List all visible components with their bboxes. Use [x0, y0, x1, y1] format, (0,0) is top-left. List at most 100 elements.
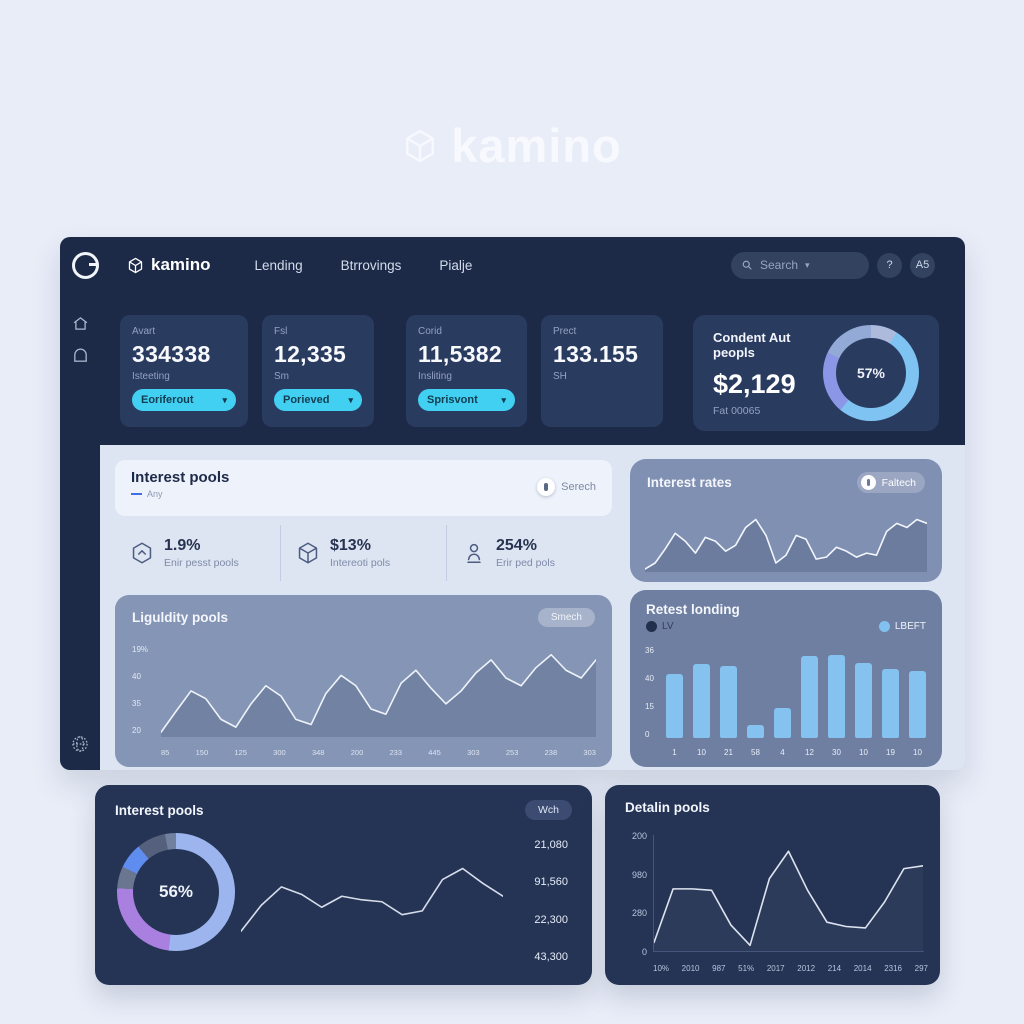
tick-label: 21,080: [534, 839, 568, 851]
interest-rates-line-chart: [645, 512, 927, 572]
archway-icon[interactable]: [72, 347, 89, 364]
liquidity-pools-line-chart: [161, 643, 596, 737]
panel-stat-label: Enir pesst pools: [164, 557, 239, 569]
stat-select[interactable]: Sprisvont ▾: [418, 389, 515, 411]
info-icon: [860, 475, 876, 490]
panel-subtitle: Any: [131, 489, 229, 499]
y-axis-line: [653, 835, 654, 952]
y-axis-ticks: 19% 40 35 20: [132, 645, 148, 735]
interest-pools-donut-chart: 56%: [117, 833, 235, 951]
detalin-pools-line-chart: [654, 837, 923, 951]
faltech-button-label: Faltech: [881, 476, 916, 489]
nav-item-plaje[interactable]: Pialje: [439, 257, 473, 273]
tick-label: 2014: [853, 964, 872, 973]
top-navbar: kamino Lending Btrrovings Pialje Search …: [60, 237, 965, 293]
bar: [666, 673, 683, 738]
tick-label: 19: [886, 748, 895, 757]
value-labels-column: 21,080 91,560 22,300 43,300: [534, 839, 568, 963]
card-title: Retest londing: [646, 602, 740, 617]
panel-heading: Interest pools Any: [131, 469, 229, 507]
panel-stat-2: $13% Intereoti pols: [280, 525, 446, 581]
home-icon[interactable]: [72, 315, 89, 332]
card-header: Liguldity pools Smech: [132, 608, 595, 627]
tick-label: 2017: [766, 964, 785, 973]
brand-text: kamino: [151, 255, 211, 274]
stat-value: 334338: [132, 341, 211, 367]
stat-sub: Sm: [274, 371, 289, 382]
x-axis-ticks: 1 10 21 58 4 12 30 10 19 10: [666, 748, 926, 757]
select-value: Porieved: [283, 394, 330, 406]
tick-label: 0: [645, 730, 650, 739]
summary-sub: Fat 00065: [713, 404, 761, 417]
interest-rates-card: Interest rates Faltech: [630, 459, 942, 582]
stats-strip: Avart 334338 Isteeting Eoriferout ▾ Fsl 1…: [100, 293, 965, 445]
tick-label: 200: [350, 748, 364, 757]
tick-label: 0: [641, 946, 647, 957]
chevron-down-icon: ▾: [501, 394, 506, 405]
hexagon-icon: [132, 542, 152, 564]
panel-stat-3: 254% Erir ped pols: [446, 525, 612, 581]
tick-label: 30: [832, 748, 841, 757]
panel-subtitle-label: Any: [147, 489, 163, 499]
tick-label: 253: [505, 748, 519, 757]
help-button[interactable]: ?: [877, 252, 902, 278]
watermark-logo: kamino: [0, 118, 1024, 173]
stat-select[interactable]: Porieved ▾: [274, 389, 362, 411]
bar: [855, 662, 872, 738]
tick-label: 36: [645, 646, 654, 655]
card-title: Liguldity pools: [132, 610, 228, 625]
tick-label: 280: [631, 908, 647, 919]
app-logo-icon[interactable]: [72, 251, 99, 279]
retest-londing-card: Retest londing LV LBEFT 36 40 15 0 1 10 21 58 4…: [630, 590, 942, 767]
panel-stat-value: $13%: [330, 537, 371, 554]
card-title: Detalin pools: [625, 800, 710, 815]
panel-stat-label: Intereoti pols: [330, 557, 391, 569]
card-header: Interest pools Wch: [115, 800, 572, 820]
detalin-pools-card: Detalin pools 200 980 280 0 10% 2010 987 51% 20…: [605, 785, 940, 985]
tick-label: 348: [311, 748, 325, 757]
tick-label: 1: [672, 748, 677, 757]
interest-pools-bottom-card: Interest pools Wch 56% 21,080 91,560 22,30…: [95, 785, 592, 985]
chart-legend: LV LBEFT: [646, 621, 926, 632]
legend-item-lv[interactable]: LV: [646, 621, 674, 632]
tick-label: 10%: [653, 964, 670, 973]
faltech-button[interactable]: Faltech: [856, 472, 925, 493]
tick-label: 4: [780, 748, 785, 757]
smech-button[interactable]: Smech: [537, 608, 595, 627]
cube-icon: [406, 129, 435, 162]
stat-sub: SH: [553, 371, 567, 382]
cube-icon: [128, 257, 143, 273]
topbar-right: Search ▾ ? A5: [731, 251, 935, 279]
avatar[interactable]: A5: [910, 252, 935, 278]
panel-stat-value: 1.9%: [164, 537, 201, 554]
watermark-brand-text: kamino: [451, 119, 622, 172]
nav-item-borrowings[interactable]: Btrrovings: [340, 257, 402, 273]
globe-icon[interactable]: [70, 734, 90, 754]
chevron-down-icon: ▾: [805, 259, 810, 270]
brand[interactable]: kamino: [127, 255, 211, 275]
tick-label: 300: [273, 748, 286, 757]
stat-select[interactable]: Eoriferout ▾: [132, 389, 236, 411]
legend-item-lbeft[interactable]: LBEFT: [878, 621, 926, 632]
bar: [774, 707, 791, 738]
card-header: Interest rates Faltech: [647, 472, 925, 493]
dashboard-window: kamino Lending Btrrovings Pialje Search …: [60, 237, 965, 770]
serech-button[interactable]: Serech: [537, 477, 596, 497]
tick-label: 214: [827, 964, 842, 973]
donut-center-label: 57%: [836, 338, 906, 408]
legend-label: LBEFT: [894, 621, 926, 632]
person-icon: [467, 543, 481, 563]
serech-button-label: Serech: [561, 481, 596, 493]
tick-label: 238: [544, 748, 558, 757]
tick-label: 980: [631, 869, 647, 880]
tick-label: 2012: [797, 964, 816, 973]
legend-dash-icon: [131, 493, 142, 495]
tick-label: 85: [161, 748, 170, 757]
search-input[interactable]: Search ▾: [731, 251, 869, 279]
tick-label: 20: [132, 726, 141, 735]
nav-item-lending[interactable]: Lending: [254, 257, 303, 273]
wch-button[interactable]: Wch: [525, 800, 572, 820]
content-area: Interest pools Any Serech 1.9% Enir pess…: [100, 445, 965, 770]
stat-label: Prect: [553, 326, 577, 337]
interest-pools-line-chart: [241, 859, 503, 935]
